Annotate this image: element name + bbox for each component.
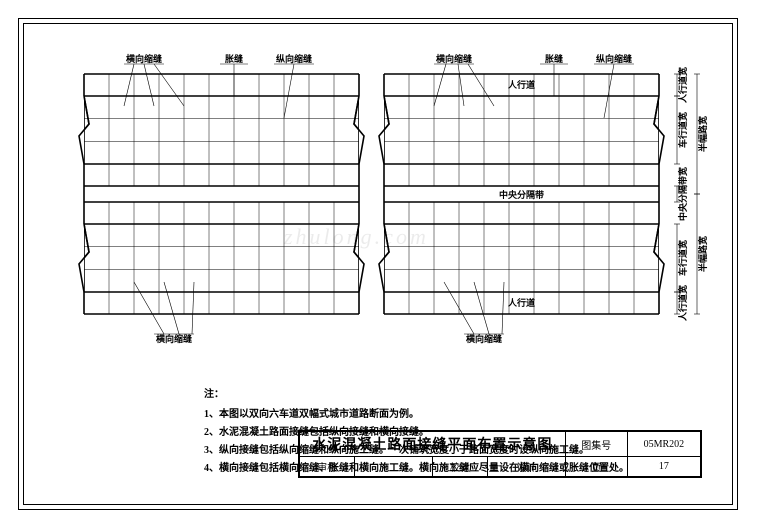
check-label: 校对 xyxy=(432,457,487,477)
diagram-svg: 人行道中央分隔带人行道横向缩缝胀缝纵向缩缝横向缩缝胀缝纵向缩缝横向缩缝横向缩缝人… xyxy=(24,24,732,354)
svg-text:车行道宽: 车行道宽 xyxy=(677,240,688,276)
svg-text:横向缩缝: 横向缩缝 xyxy=(126,53,162,64)
svg-text:人行道: 人行道 xyxy=(507,79,535,90)
svg-text:人行道宽: 人行道宽 xyxy=(677,285,688,322)
audit-val xyxy=(355,457,433,477)
svg-text:人行道: 人行道 xyxy=(507,297,535,308)
drawing-title: 水泥混凝土路面接缝平面布置示意图 xyxy=(300,432,566,457)
title-table: 水泥混凝土路面接缝平面布置示意图 图集号 05MR202 审核 校对 设计 页 … xyxy=(299,431,701,477)
svg-text:半幅路宽: 半幅路宽 xyxy=(697,116,708,152)
svg-text:半幅路宽: 半幅路宽 xyxy=(697,236,708,272)
svg-text:横向缩缝: 横向缩缝 xyxy=(156,333,192,344)
svg-text:中央分隔带宽: 中央分隔带宽 xyxy=(677,167,688,221)
inner-frame: 人行道中央分隔带人行道横向缩缝胀缝纵向缩缝横向缩缝胀缝纵向缩缝横向缩缝横向缩缝人… xyxy=(23,23,733,505)
audit-label: 审核 xyxy=(300,457,355,477)
note-1: 1、本图以双向六车道双幅式城市道路断面为例。 xyxy=(204,406,629,424)
page-no: 17 xyxy=(627,457,700,477)
svg-text:横向缩缝: 横向缩缝 xyxy=(466,333,502,344)
outer-frame: 人行道中央分隔带人行道横向缩缝胀缝纵向缩缝横向缩缝胀缝纵向缩缝横向缩缝横向缩缝人… xyxy=(18,18,738,510)
svg-text:中央分隔带: 中央分隔带 xyxy=(499,189,544,200)
title-block: 水泥混凝土路面接缝平面布置示意图 图集号 05MR202 审核 校对 设计 页 … xyxy=(298,430,702,478)
set-label: 图集号 xyxy=(565,432,627,457)
svg-text:人行道宽: 人行道宽 xyxy=(677,67,688,104)
page: 人行道中央分隔带人行道横向缩缝胀缝纵向缩缝横向缩缝胀缝纵向缩缝横向缩缝横向缩缝人… xyxy=(0,0,760,528)
svg-text:纵向缩缝: 纵向缩缝 xyxy=(276,53,312,64)
svg-text:车行道宽: 车行道宽 xyxy=(677,112,688,148)
svg-text:胀缝: 胀缝 xyxy=(545,53,563,64)
drawing-set: 05MR202 xyxy=(627,432,700,457)
svg-text:纵向缩缝: 纵向缩缝 xyxy=(596,53,632,64)
svg-text:胀缝: 胀缝 xyxy=(225,53,243,64)
page-label: 页 xyxy=(565,457,627,477)
design-label: 设计 xyxy=(488,457,566,477)
svg-text:横向缩缝: 横向缩缝 xyxy=(436,53,472,64)
notes-header: 注： xyxy=(204,386,629,404)
